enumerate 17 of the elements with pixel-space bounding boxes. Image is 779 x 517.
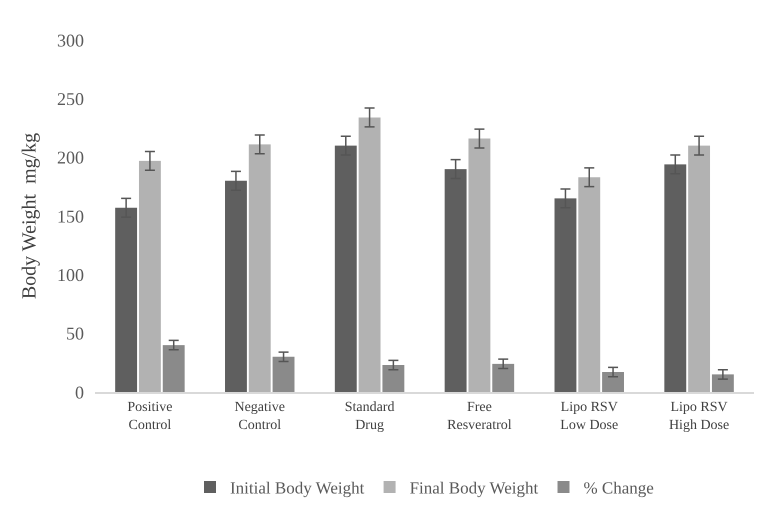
y-tick-label: 300 — [57, 30, 84, 50]
y-tick-label: 50 — [66, 324, 84, 344]
legend-label: Final Body Weight — [410, 478, 539, 498]
y-tick-label: 250 — [57, 88, 84, 109]
x-tick-label: Standard Drug — [344, 400, 394, 433]
legend-label: % Change — [584, 478, 654, 498]
y-axis-title: Body Weight mg/kg — [18, 132, 40, 300]
y-tick-label: 100 — [57, 264, 84, 285]
x-tick-label: Negative Control — [234, 400, 286, 433]
x-tick-label: Free Resveratrol — [447, 400, 512, 433]
legend-label: Initial Body Weight — [230, 478, 365, 498]
x-tick-label: Lipo RSV Low Dose — [560, 400, 618, 433]
y-tick-label: 150 — [57, 206, 84, 226]
x-tick-label: Lipo RSV High Dose — [668, 400, 730, 433]
x-tick-label: Positive Control — [127, 400, 172, 433]
y-tick-label: 0 — [75, 382, 84, 402]
y-tick-label: 200 — [57, 148, 84, 168]
